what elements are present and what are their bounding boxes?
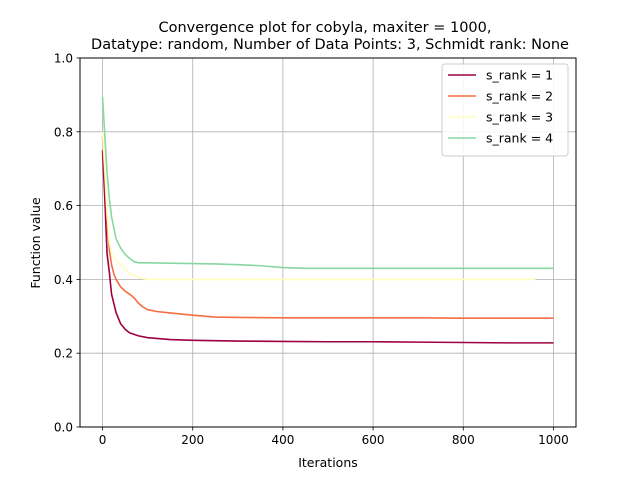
y-tick-label: 1.0 — [54, 52, 73, 66]
y-tick-label: 0.4 — [54, 273, 73, 287]
axis-ticks: 0 200 400 600 800 1000 0.0 0.2 0.4 0.6 0.8 1.0 — [54, 52, 569, 448]
x-axis-label: Iterations — [298, 455, 358, 470]
chart-title-line-1: Convergence plot for cobyla, maxiter = 1… — [159, 20, 492, 36]
legend: s_rank = 1 s_rank = 2 s_rank = 3 s_rank = 4 — [441, 63, 569, 157]
legend-label-2: s_rank = 2 — [486, 89, 553, 104]
y-tick-label: 0.8 — [54, 125, 73, 139]
x-tick-label: 800 — [452, 433, 475, 447]
legend-box — [441, 63, 569, 157]
legend-label-4: s_rank = 4 — [486, 131, 553, 146]
x-tick-label: 0 — [99, 433, 107, 447]
x-tick-label: 400 — [271, 433, 294, 447]
chart-title-line-2: Datatype: random, Number of Data Points:… — [91, 37, 569, 53]
x-tick-label: 1000 — [538, 433, 569, 447]
y-tick-label: 0.2 — [54, 347, 73, 361]
legend-label-1: s_rank = 1 — [486, 68, 553, 83]
y-axis-label: Function value — [28, 197, 43, 289]
plot-frame — [79, 57, 577, 428]
series-line-3 — [101, 131, 536, 281]
series-line-1 — [101, 150, 554, 344]
x-tick-label: 600 — [362, 433, 385, 447]
series-line-2 — [101, 135, 554, 319]
y-tick-label: 0.0 — [54, 421, 73, 435]
y-tick-label: 0.6 — [54, 199, 73, 213]
series-layer — [101, 96, 554, 344]
x-tick-label: 200 — [181, 433, 204, 447]
series-line-4 — [101, 96, 554, 270]
legend-label-3: s_rank = 3 — [486, 110, 553, 125]
